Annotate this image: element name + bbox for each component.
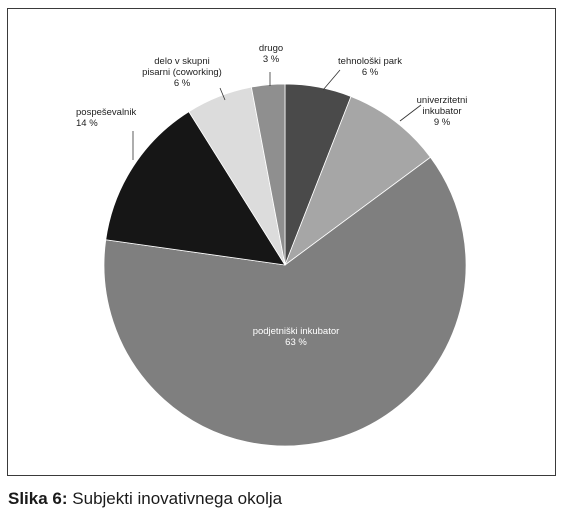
slice-label-delo-v-skupni-pisarni-coworking: delo v skupni pisarni (coworking) 6 % bbox=[142, 56, 222, 89]
caption-text: Subjekti inovativnega okolja bbox=[72, 489, 283, 508]
leader-line-delo-v-skupni-pisarni-coworking bbox=[219, 87, 226, 101]
slice-label-univerzitetni-inkubator: univerzitetni inkubator 9 % bbox=[417, 95, 468, 128]
pie-slice-drugo bbox=[250, 83, 286, 266]
leader-line-univerzitetni-inkubator bbox=[399, 104, 422, 122]
pie-slice-univerzitetni-inkubator bbox=[284, 95, 431, 267]
caption-label: Slika 6: bbox=[8, 489, 68, 508]
pie-slice-podjetniski-inkubator bbox=[103, 156, 467, 447]
figure-caption: Slika 6: Subjekti inovativnega okolja bbox=[8, 489, 282, 509]
pie-slice-pospesevalnik bbox=[105, 111, 286, 266]
slice-label-drugo: drugo 3 % bbox=[259, 43, 283, 65]
slice-label-pospesevalnik: pospeševalnik 14 % bbox=[76, 107, 136, 129]
slice-label-podjetniski-inkubator: podjetniški inkubator 63 % bbox=[253, 326, 340, 348]
slice-label-tehnoloski-park: tehnološki park 6 % bbox=[338, 56, 402, 78]
pie-chart: tehnološki park 6 % univerzitetni inkubator… bbox=[76, 43, 468, 447]
leader-line-tehnoloski-park bbox=[322, 69, 341, 91]
